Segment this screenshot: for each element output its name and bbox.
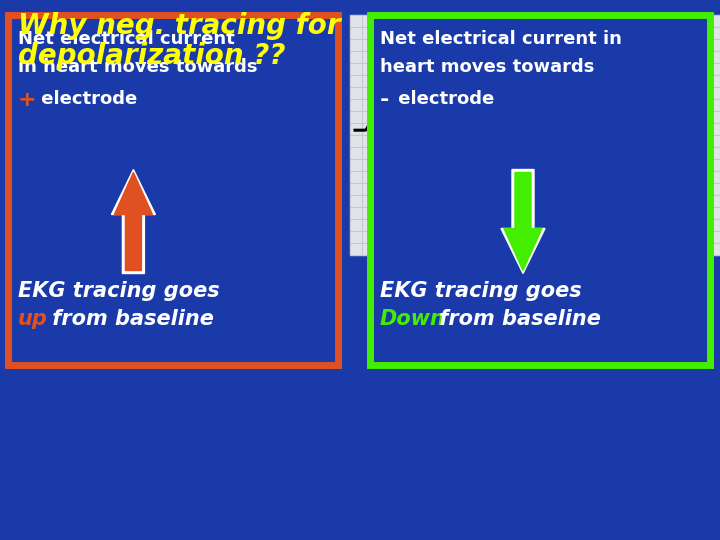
Text: from baseline: from baseline [432,309,601,329]
Text: electrode: electrode [392,90,494,108]
Text: EKG tracing goes: EKG tracing goes [380,281,582,301]
Text: up: up [18,309,48,329]
Text: electrode: electrode [35,90,138,108]
Text: in heart moves towards: in heart moves towards [18,58,258,76]
Bar [370,15,710,365]
Text: depolarization ??: depolarization ?? [18,42,286,70]
Text: heart moves towards: heart moves towards [380,58,595,76]
Polygon shape [112,170,156,273]
Bar [8,15,338,365]
Text: Net electrical current in: Net electrical current in [380,30,622,48]
Bar [350,15,720,255]
Text: EKG tracing goes: EKG tracing goes [18,281,220,301]
Text: from baseline: from baseline [45,309,214,329]
Polygon shape [501,170,545,273]
Polygon shape [114,172,153,271]
Text: -: - [380,90,390,110]
Text: Down: Down [380,309,446,329]
Polygon shape [504,172,542,271]
Text: +: + [18,90,37,110]
Text: Why neg. tracing for: Why neg. tracing for [18,12,341,40]
Text: Net electrical current: Net electrical current [18,30,235,48]
